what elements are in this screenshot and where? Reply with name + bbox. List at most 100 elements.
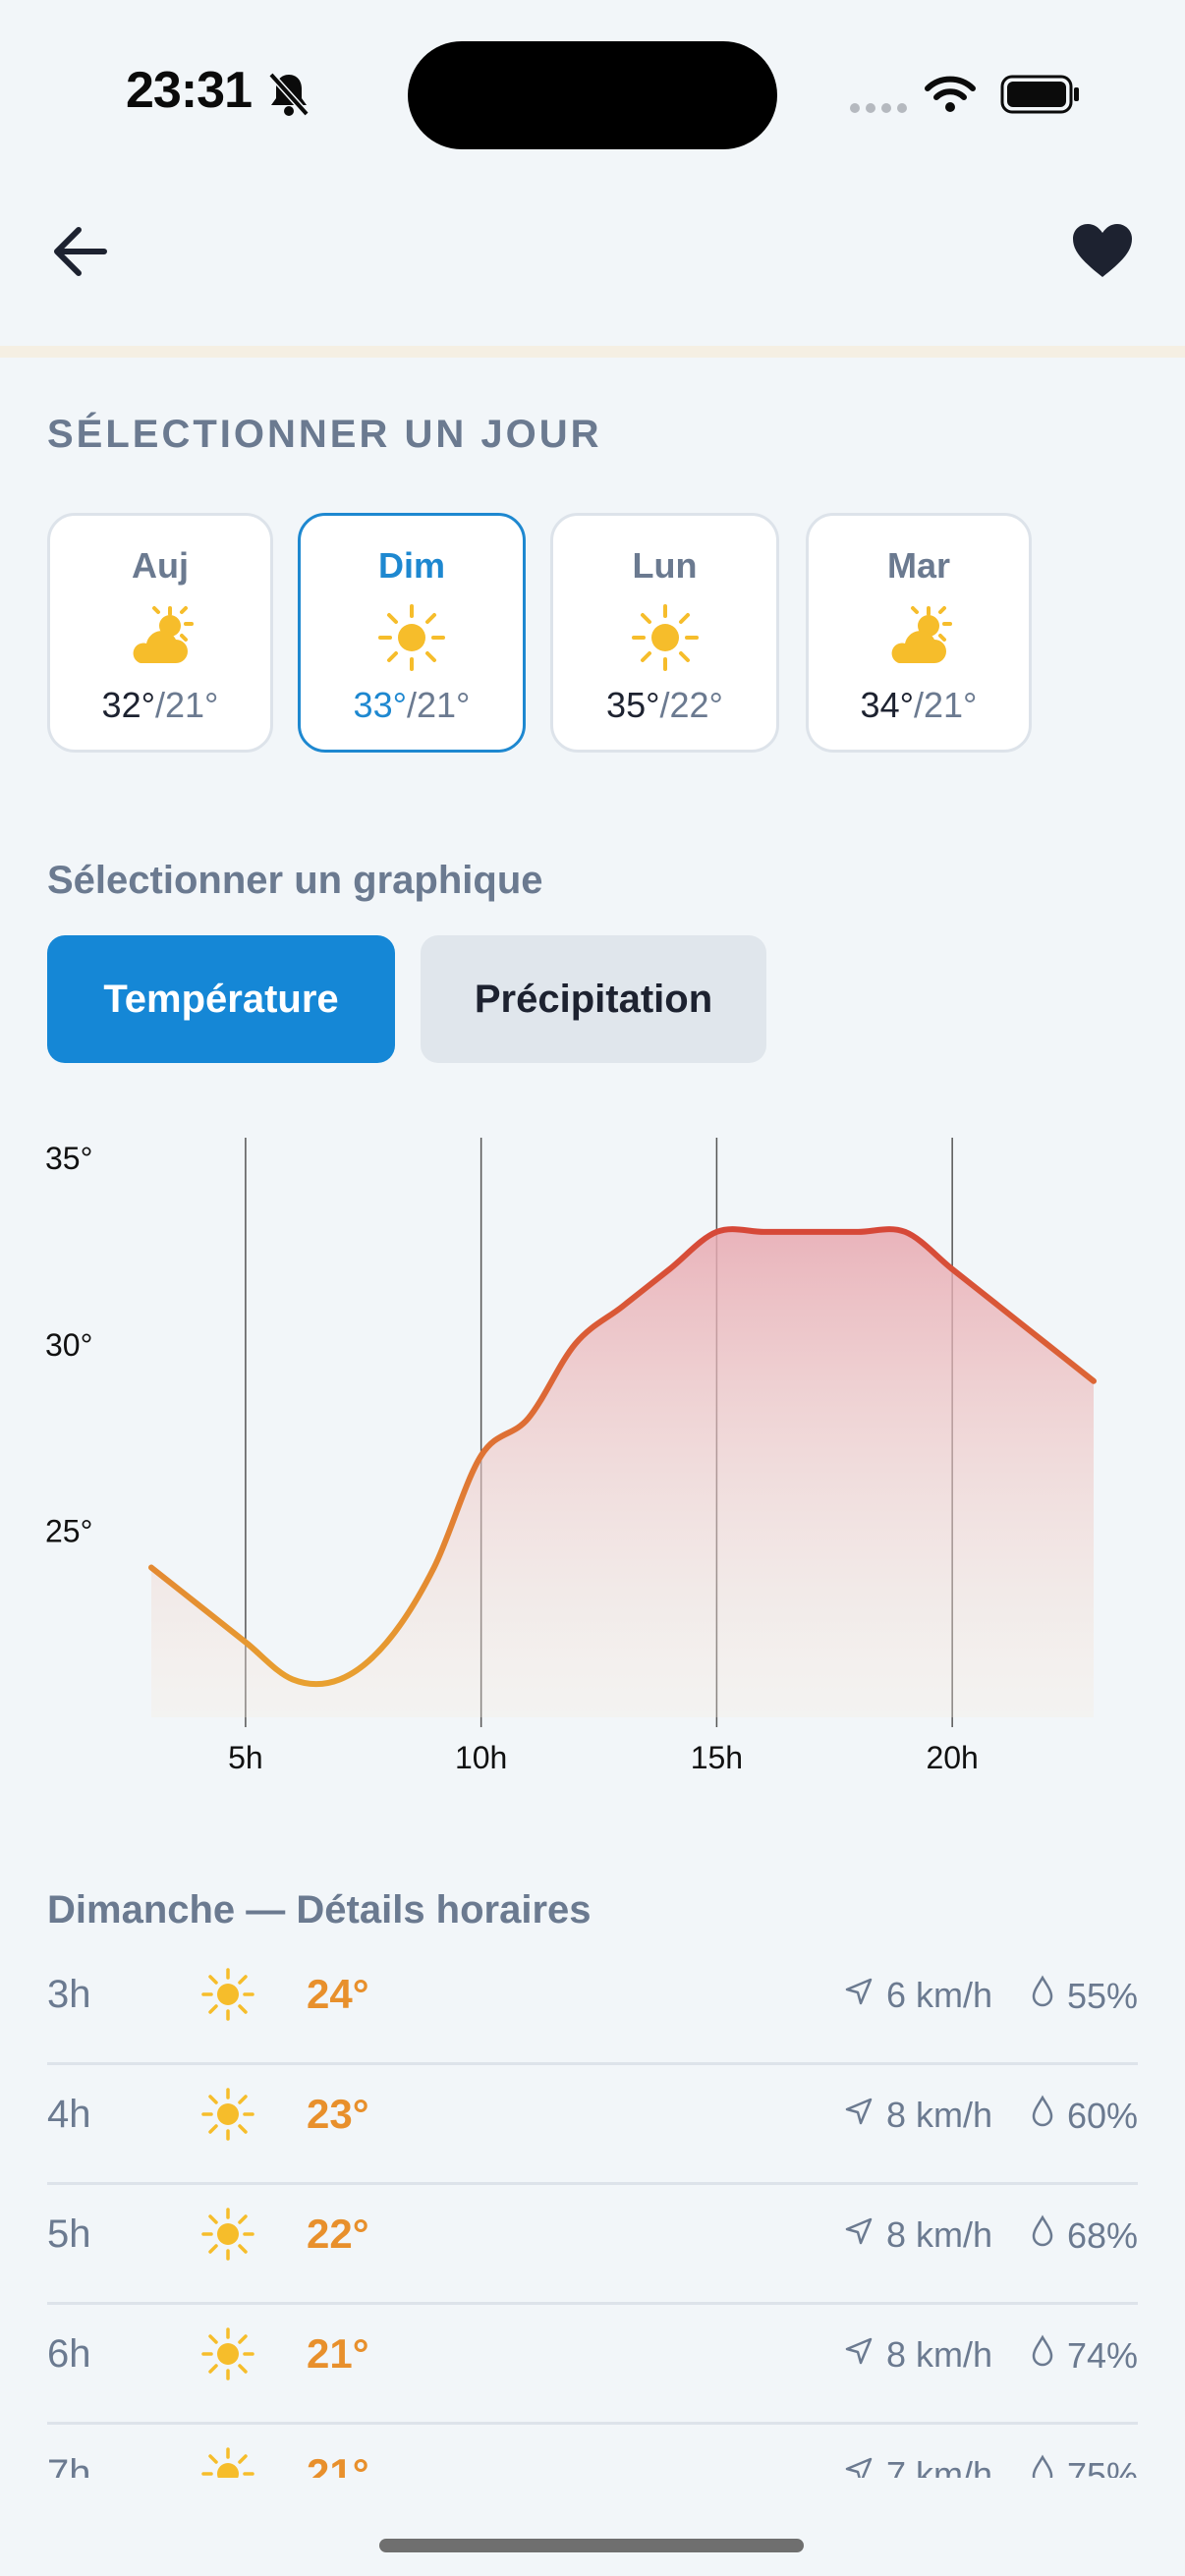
hour-wind: 7 km/h <box>843 2454 992 2478</box>
hourly-row: 7h 21° 7 km/h 75% <box>47 2425 1138 2478</box>
hourly-section: Dimanche — Détails horaires 3h 24° 6 km/h 5… <box>0 1857 1185 2478</box>
day-card-auj[interactable]: Auj 32°/21° <box>47 513 273 753</box>
temperature-line <box>148 1226 1097 1688</box>
hour-temp: 21° <box>307 2450 369 2478</box>
wind-direction-icon <box>843 2095 875 2136</box>
hourly-row: 3h 24° 6 km/h 55% <box>47 1945 1138 2065</box>
wind-speed: 6 km/h <box>885 1975 992 2015</box>
sun-icon <box>200 2446 255 2478</box>
hour-time: 5h <box>47 2212 91 2256</box>
droplet-icon <box>1030 2334 1055 2377</box>
wind-direction-icon <box>843 2454 875 2478</box>
y-tick-label: 30° <box>45 1327 92 1363</box>
hour-time: 7h <box>47 2452 91 2478</box>
row-divider <box>47 2062 1138 2065</box>
hour-temp: 24° <box>307 1971 369 2017</box>
day-lo: /21° <box>407 685 471 725</box>
battery-icon <box>1000 75 1079 114</box>
precipitation-button[interactable]: Précipitation <box>421 935 766 1063</box>
hour-wind: 6 km/h <box>843 1975 992 2016</box>
hour-humidity: 55% <box>1030 1975 1138 2017</box>
humidity-value: 74% <box>1066 2334 1138 2376</box>
hour-time: 4h <box>47 2093 91 2136</box>
wind-speed: 8 km/h <box>885 2095 992 2135</box>
hour-time: 3h <box>47 1973 91 2016</box>
hourly-title: Dimanche — Détails horaires <box>47 1888 592 1932</box>
day-name: Auj <box>132 545 189 586</box>
row-divider <box>47 2182 1138 2185</box>
y-tick-label: 35° <box>45 1141 92 1176</box>
sun-icon <box>631 604 699 671</box>
x-tick-label: 10h <box>455 1740 507 1775</box>
x-tick-label: 5h <box>228 1740 263 1775</box>
hourly-row: 5h 22° 8 km/h 68% <box>47 2185 1138 2305</box>
temperature-button[interactable]: Température <box>47 935 395 1063</box>
hour-temp: 22° <box>307 2211 369 2257</box>
y-tick-label: 25° <box>45 1514 92 1549</box>
hour-humidity: 68% <box>1030 2214 1138 2257</box>
droplet-icon <box>1030 2454 1055 2478</box>
hour-wind: 8 km/h <box>843 2214 992 2256</box>
day-lo: /21° <box>914 685 978 725</box>
hour-time: 6h <box>47 2332 91 2376</box>
heart-icon[interactable] <box>1071 222 1134 279</box>
humidity-value: 60% <box>1066 2095 1138 2136</box>
row-divider <box>47 2422 1138 2425</box>
header-divider <box>0 346 1185 358</box>
wind-direction-icon <box>843 2334 875 2376</box>
day-card-lun[interactable]: Lun 35°/22° <box>550 513 779 753</box>
row-divider <box>47 2302 1138 2305</box>
bell-slash-icon <box>268 72 310 117</box>
hour-temp: 23° <box>307 2091 369 2137</box>
hour-wind: 8 km/h <box>843 2095 992 2136</box>
wind-direction-icon <box>843 1975 875 2016</box>
humidity-value: 55% <box>1066 1975 1138 2016</box>
temperature-area <box>151 1229 1094 1717</box>
droplet-icon <box>1030 2095 1055 2137</box>
day-selector-title: SÉLECTIONNER UN JOUR <box>47 413 602 456</box>
chart-selector-title: Sélectionner un graphique <box>47 859 543 902</box>
sun-icon <box>378 604 445 671</box>
home-indicator <box>379 2539 804 2552</box>
wind-direction-icon <box>843 2214 875 2256</box>
droplet-icon <box>1030 2214 1055 2257</box>
status-time: 23:31 <box>126 62 253 119</box>
day-name: Dim <box>377 545 445 586</box>
hourly-row: 4h 23° 8 km/h 60% <box>47 2065 1138 2185</box>
day-lo: /21° <box>155 685 219 725</box>
x-tick-label: 20h <box>926 1740 978 1775</box>
day-card-dim[interactable]: Dim 33°/21° <box>298 513 526 753</box>
hour-wind: 8 km/h <box>843 2334 992 2376</box>
droplet-icon <box>1030 1975 1055 2017</box>
hour-temp: 21° <box>307 2330 369 2377</box>
humidity-value: 75% <box>1066 2454 1138 2479</box>
back-arrow-icon[interactable] <box>51 224 110 279</box>
partly-cloudy-icon <box>891 606 952 663</box>
hour-humidity: 75% <box>1030 2454 1138 2478</box>
sun-icon <box>200 2326 255 2381</box>
partly-cloudy-icon <box>133 606 194 663</box>
day-hi: 35° <box>606 685 660 725</box>
hourly-row: 6h 21° 8 km/h 74% <box>47 2305 1138 2425</box>
day-hi: 34° <box>860 685 914 725</box>
hour-humidity: 60% <box>1030 2095 1138 2137</box>
hour-humidity: 74% <box>1030 2334 1138 2377</box>
day-card-mar[interactable]: Mar 34°/21° <box>806 513 1032 753</box>
wind-speed: 8 km/h <box>885 2214 992 2255</box>
wind-speed: 7 km/h <box>885 2454 992 2478</box>
x-tick-label: 15h <box>691 1740 743 1775</box>
day-lo: /22° <box>659 685 723 725</box>
wind-speed: 8 km/h <box>885 2334 992 2375</box>
humidity-value: 68% <box>1066 2214 1138 2256</box>
wifi-icon <box>925 76 976 112</box>
day-name: Lun <box>632 545 698 586</box>
temperature-chart: 5h 10h 15h 20h 35° 30° 25° <box>45 1138 1097 1775</box>
signal-dots-icon <box>850 103 907 113</box>
sun-icon <box>200 1967 255 2022</box>
day-name: Mar <box>886 545 951 586</box>
sun-icon <box>200 2207 255 2262</box>
dynamic-island <box>408 41 777 149</box>
sun-icon <box>200 2087 255 2142</box>
day-hi: 32° <box>101 685 155 725</box>
day-hi: 33° <box>353 685 407 725</box>
